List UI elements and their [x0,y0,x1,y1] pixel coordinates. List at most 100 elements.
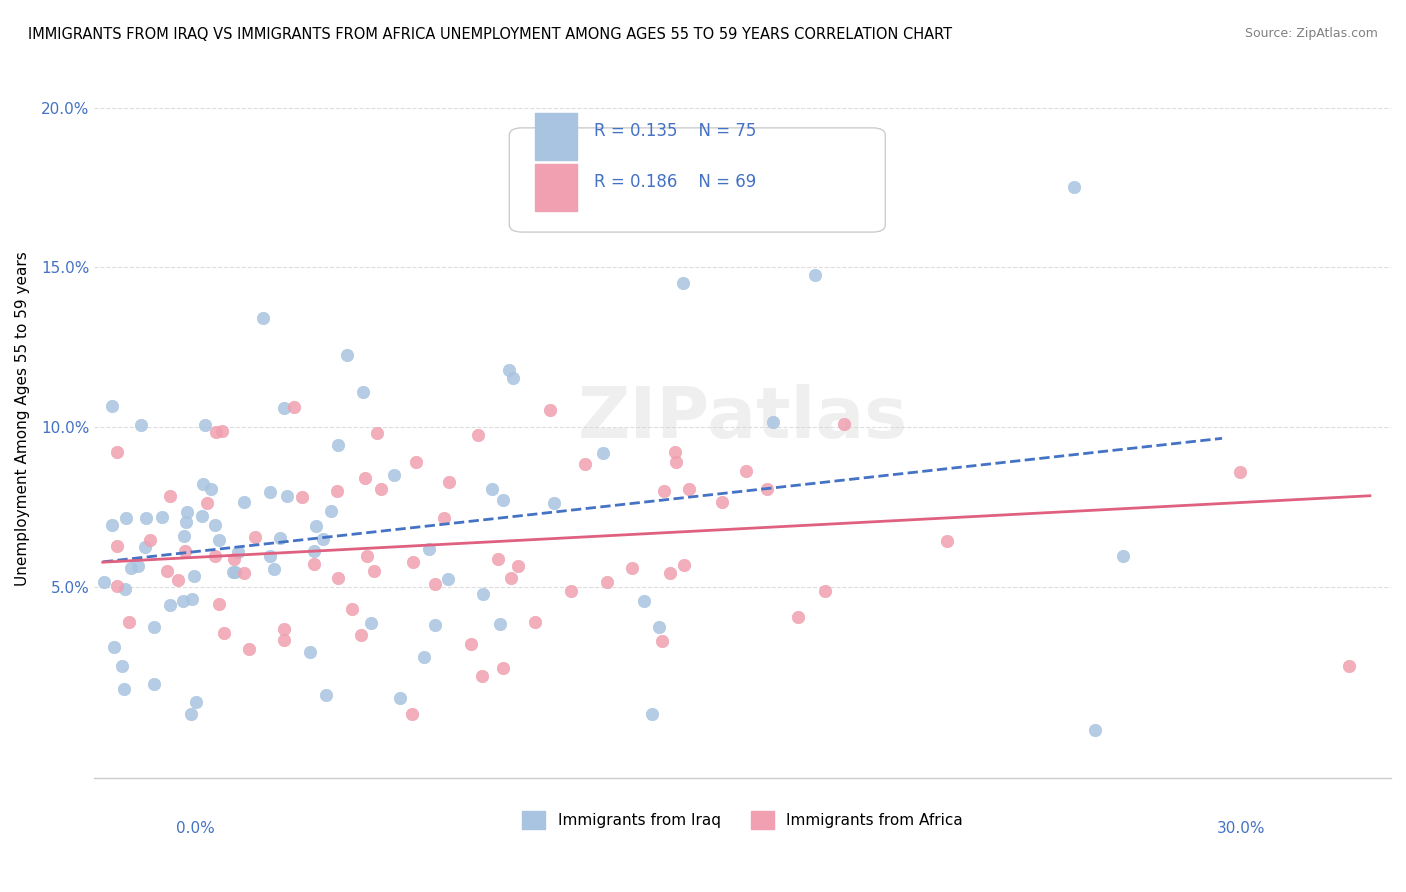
Point [243,530,266,544]
Point [105,445,128,459]
Point [418,541,440,556]
Text: Source: ZipAtlas.com: Source: ZipAtlas.com [1244,27,1378,40]
Point [305,518,328,533]
Point [762,415,785,429]
Point [101,518,124,533]
Point [672,277,695,291]
Point [832,417,855,431]
Point [105,539,128,553]
Point [326,438,349,452]
Point [283,401,305,415]
Point [659,566,682,580]
Point [276,489,298,503]
Point [506,558,529,573]
Point [620,561,643,575]
Point [592,446,614,460]
Point [499,571,522,585]
Point [560,584,582,599]
Text: 0.0%: 0.0% [176,821,215,836]
Point [439,475,461,490]
Point [208,598,231,612]
Point [181,591,204,606]
Point [205,425,228,440]
Point [222,552,245,566]
Point [433,510,456,524]
Point [190,509,212,524]
Point [936,533,959,548]
Point [647,620,669,634]
Point [326,570,349,584]
Point [412,650,434,665]
Point [114,511,136,525]
Point [273,633,295,648]
Point [336,348,359,362]
Point [498,363,520,377]
Text: 30.0%: 30.0% [1218,821,1265,836]
Point [159,599,181,613]
Point [1084,723,1107,738]
Point [118,615,141,629]
Point [166,574,188,588]
Point [471,669,494,683]
Point [204,518,226,533]
Text: R = 0.186    N = 69: R = 0.186 N = 69 [593,173,756,191]
Point [103,640,125,654]
Point [353,470,375,484]
Point [756,482,779,496]
Point [120,561,142,575]
Point [467,428,489,442]
Point [134,541,156,555]
Point [143,676,166,690]
Text: R = 0.135    N = 75: R = 0.135 N = 75 [593,122,756,140]
Point [423,577,446,591]
FancyBboxPatch shape [509,128,886,232]
Point [340,601,363,615]
Point [574,457,596,471]
Point [204,549,226,563]
Point [502,371,524,385]
Point [356,549,378,563]
Point [814,583,837,598]
Point [129,417,152,432]
Point [105,578,128,592]
Point [233,566,256,580]
Point [173,544,195,558]
Point [193,476,215,491]
Point [538,403,561,417]
Point [352,385,374,400]
Point [127,559,149,574]
Point [664,445,686,459]
Point [370,483,392,497]
Point [112,681,135,696]
Point [325,484,347,499]
Point [460,637,482,651]
Point [143,620,166,634]
Text: IMMIGRANTS FROM IRAQ VS IMMIGRANTS FROM AFRICA UNEMPLOYMENT AMONG AGES 55 TO 59 : IMMIGRANTS FROM IRAQ VS IMMIGRANTS FROM … [28,27,952,42]
Point [349,628,371,642]
Point [1229,465,1251,479]
Point [299,644,322,658]
Point [194,417,217,432]
Point [207,533,229,547]
Point [315,689,337,703]
Point [93,575,115,590]
Point [211,424,233,438]
Point [200,482,222,496]
Point [672,558,695,573]
Legend: Immigrants from Iraq, Immigrants from Africa: Immigrants from Iraq, Immigrants from Af… [516,805,969,835]
Point [486,552,509,566]
Point [312,532,335,546]
Point [437,572,460,586]
Point [735,464,758,478]
Point [184,695,207,709]
Y-axis label: Unemployment Among Ages 55 to 59 years: Unemployment Among Ages 55 to 59 years [15,252,30,586]
Point [489,617,512,632]
Point [321,504,343,518]
Point [263,562,285,576]
Point [302,544,325,558]
Point [665,455,688,469]
Point [224,565,246,579]
Point [159,489,181,503]
Point [402,556,425,570]
Point [101,399,124,413]
